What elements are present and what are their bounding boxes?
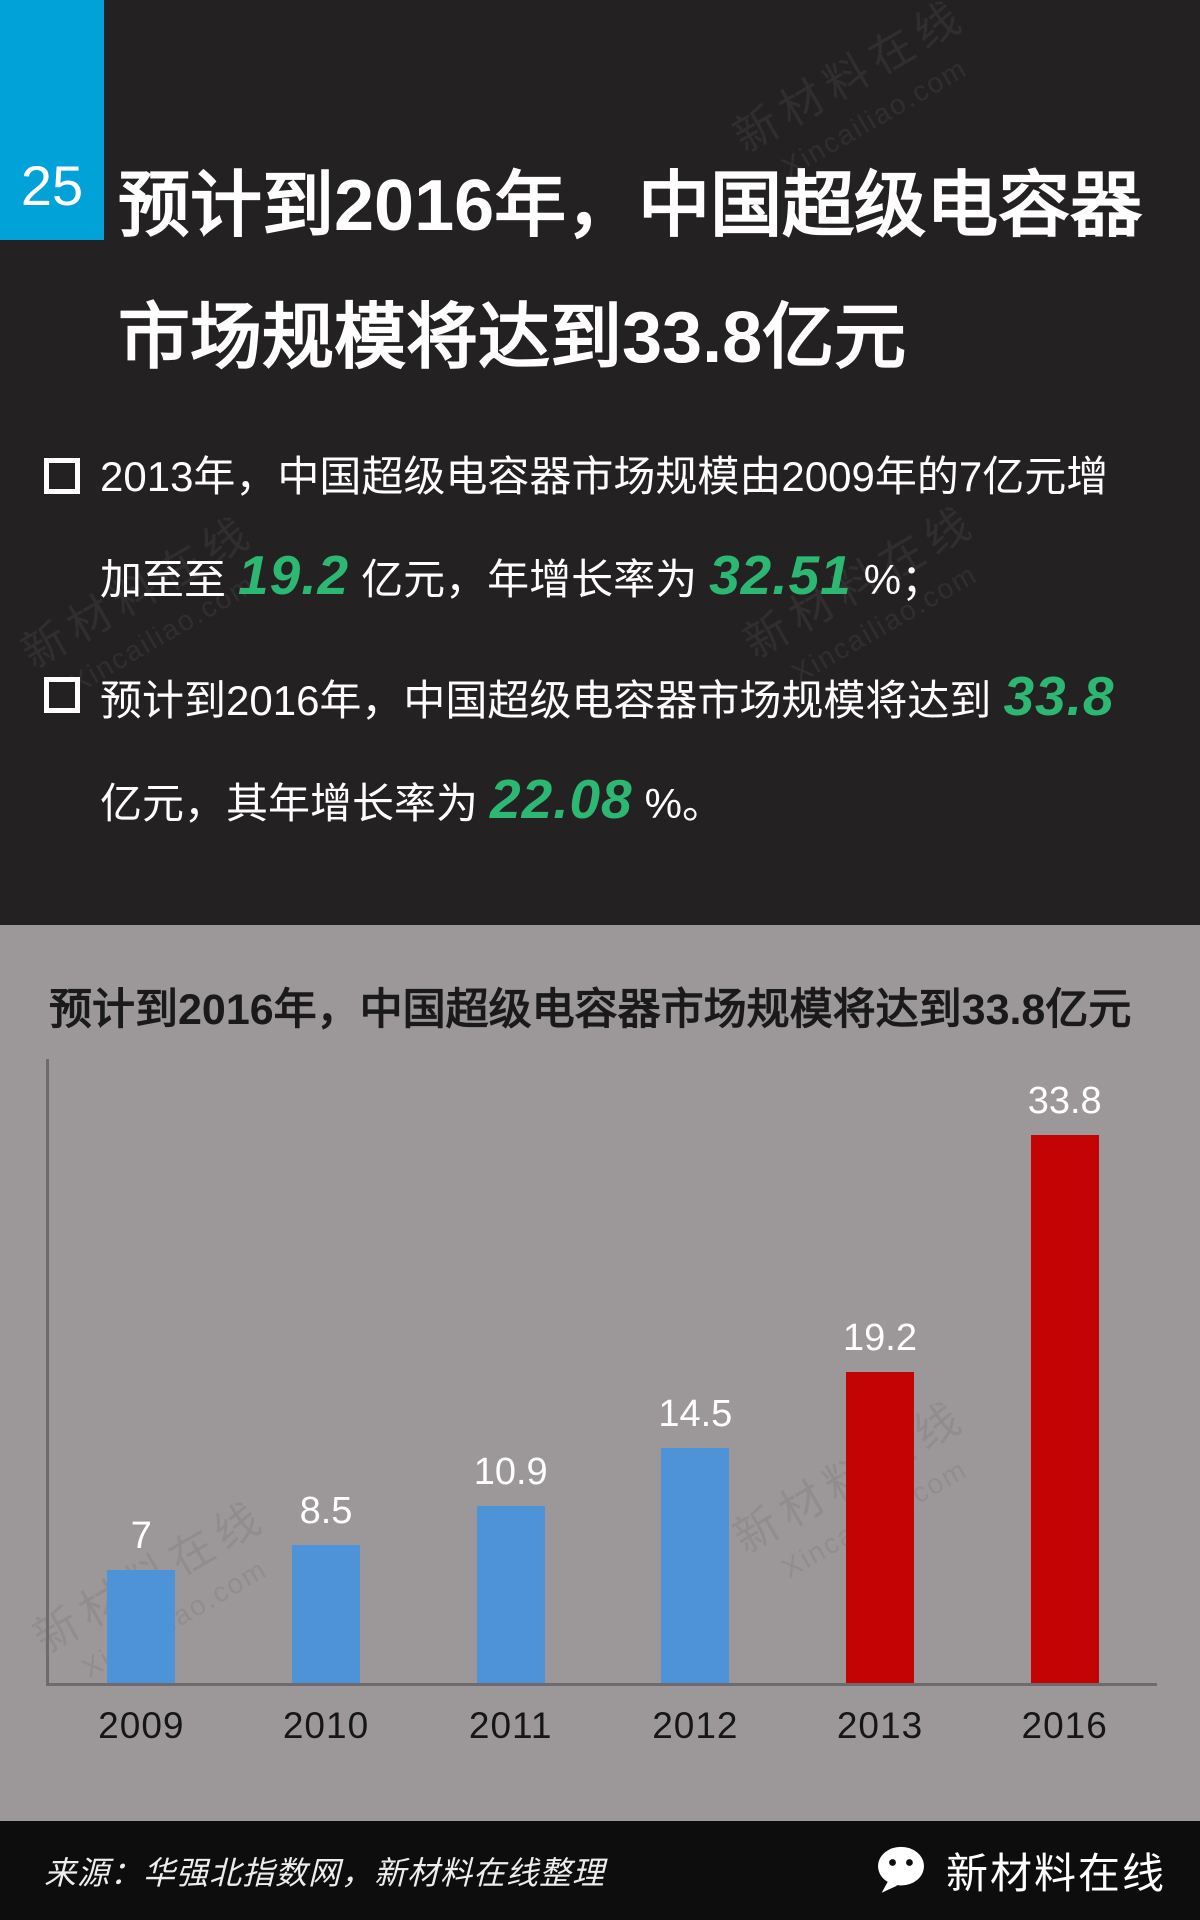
- bar: [661, 1448, 730, 1683]
- page-title-line2: 市场规模将达到33.8亿元: [118, 298, 907, 378]
- bullet-item-1: 2013年，中国超级电容器市场规模由2009年的7亿元增 加至至 19.2 亿元，年…: [44, 428, 1174, 629]
- bullet-text-1: 2013年，中国超级电容器市场规模由2009年的7亿元增 加至至 19.2 亿元，年…: [100, 453, 1109, 606]
- brand-block: 新材料在线: [872, 1840, 1166, 1901]
- bar-column: 7 2009: [49, 1059, 234, 1746]
- bar-column: 10.9 2011: [418, 1059, 603, 1746]
- x-axis-label: 2012: [652, 1705, 739, 1746]
- x-axis-label: 2009: [98, 1705, 185, 1746]
- footer-bar: 来源：华强北指数网，新材料在线整理 新材料在线: [0, 1821, 1200, 1920]
- page-title-line1: 预计到2016年，中国超级电容器: [118, 166, 1143, 246]
- bar-column: 14.5 2012: [603, 1059, 788, 1746]
- bar-value-label: 7: [130, 1515, 152, 1557]
- page-number: 25: [20, 154, 84, 217]
- wechat-icon: [878, 1846, 924, 1893]
- bar-column: 19.2 2013: [788, 1059, 973, 1746]
- bar-value-label: 19.2: [843, 1317, 917, 1359]
- bar: [292, 1545, 360, 1683]
- bar-chart-plot: 7 2009 8.5 2010 10.9 2011 14.5 2012 19.2 2013 33.8…: [46, 1059, 1157, 1746]
- bar-column: 8.5 2010: [234, 1059, 419, 1746]
- x-axis-label: 2016: [1021, 1705, 1108, 1746]
- x-axis-label: 2010: [282, 1705, 370, 1746]
- bar-value-label: 14.5: [658, 1393, 733, 1435]
- chart-panel: 新材料在线 Xincailiao.com 新材料在线 Xincailiao.co…: [0, 925, 1200, 1821]
- highlight-value: 32.51: [709, 544, 852, 606]
- bar: [107, 1570, 176, 1683]
- chart-title: 预计到2016年，中国超级电容器市场规模将达到33.8亿元: [49, 986, 1132, 1034]
- source-note: 来源：华强北指数网，新材料在线整理: [44, 1854, 606, 1891]
- bar-value-label: 33.8: [1027, 1080, 1102, 1122]
- bar: [846, 1372, 915, 1683]
- x-axis-label: 2011: [468, 1705, 553, 1746]
- brand-name: 新材料在线: [945, 1850, 1166, 1897]
- bar: [1030, 1135, 1099, 1683]
- bullet-list: 2013年，中国超级电容器市场规模由2009年的7亿元增 加至至 19.2 亿元，年…: [44, 428, 1174, 871]
- highlight-value: 19.2: [238, 544, 350, 606]
- page-title: 预计到2016年，中国超级电容器 市场规模将达到33.8亿元: [118, 140, 1142, 404]
- highlight-value: 33.8: [1003, 665, 1115, 727]
- bullet-text-2: 预计到2016年，中国超级电容器市场规模将达到 33.8 亿元，其年增长率为 22.…: [100, 647, 1126, 853]
- bar-value-label: 10.9: [473, 1451, 548, 1493]
- bullet-item-2: 预计到2016年，中国超级电容器市场规模将达到 33.8 亿元，其年增长率为 22.…: [44, 647, 1174, 853]
- page-number-badge: 25: [0, 0, 104, 240]
- bar-column: 33.8 2016: [972, 1059, 1157, 1746]
- top-section: 新材料在线 Xincailiao.com 新材料在线 Xincailiao.co…: [0, 0, 1200, 925]
- highlight-value: 22.08: [490, 768, 633, 830]
- square-bullet-icon: [44, 458, 80, 494]
- bar: [476, 1506, 545, 1683]
- bar-value-label: 8.5: [299, 1490, 353, 1532]
- x-axis-label: 2013: [836, 1705, 924, 1746]
- bar-chart-columns: 7 2009 8.5 2010 10.9 2011 14.5 2012 19.2 2013 33.8…: [49, 1059, 1157, 1746]
- square-bullet-icon: [44, 677, 80, 713]
